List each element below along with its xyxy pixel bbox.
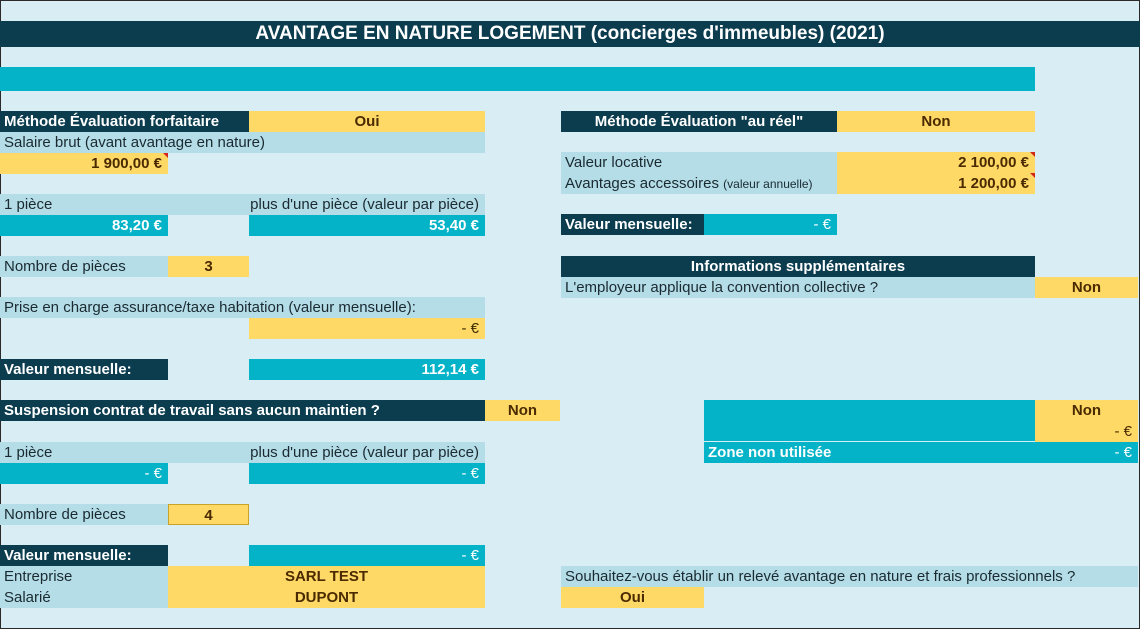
convention-label: L'employeur applique la convention colle… <box>561 277 1035 298</box>
une-piece-value: 83,20 € <box>0 215 168 236</box>
valeur-mensuelle-reel-value: - € <box>704 214 837 235</box>
plus-piece-value: 53,40 € <box>249 215 485 236</box>
salaire-label: Salaire brut (avant avantage en nature) <box>0 132 485 153</box>
valeur-locative-label: Valeur locative <box>561 152 837 173</box>
reel-method-select[interactable]: Non <box>837 111 1035 132</box>
une-piece-label: 1 pièce <box>0 194 249 215</box>
nb-pieces2-input[interactable]: 4 <box>168 504 249 525</box>
plus-piece-label: plus d'une pièce (valeur par pièce) <box>249 194 485 215</box>
valeur-mensuelle2-value: - € <box>249 545 485 566</box>
entreprise-label: Entreprise <box>0 566 168 587</box>
assurance-input[interactable]: - € <box>249 318 485 339</box>
entreprise-input[interactable]: SARL TEST <box>168 566 485 587</box>
valeur-mensuelle-reel-label: Valeur mensuelle: <box>561 214 704 235</box>
assurance-label: Prise en charge assurance/taxe habitatio… <box>0 297 485 318</box>
releve-select[interactable]: Oui <box>561 587 704 608</box>
plus-piece2-label: plus d'une pièce (valeur par pièce) <box>249 442 485 463</box>
nb-pieces-input[interactable]: 3 <box>168 256 249 277</box>
page-title: AVANTAGE EN NATURE LOGEMENT (concierges … <box>0 21 1140 47</box>
salaire-input[interactable]: 1 900,00 € <box>0 153 168 174</box>
valeur-locative-input[interactable]: 2 100,00 € <box>837 152 1035 173</box>
zone-mid-value: - € <box>1035 421 1138 442</box>
suspension-select[interactable]: Non <box>485 400 560 421</box>
salarie-input[interactable]: DUPONT <box>168 587 485 608</box>
valeur-mensuelle-label: Valeur mensuelle: <box>0 359 168 380</box>
forfait-method-select[interactable]: Oui <box>249 111 485 132</box>
zone-block <box>704 400 1035 441</box>
releve-label: Souhaitez-vous établir un relevé avantag… <box>561 566 1138 587</box>
avantages-sub: (valeur annuelle) <box>723 177 813 191</box>
nb-pieces2-label: Nombre de pièces <box>0 504 168 525</box>
zone-top-select[interactable]: Non <box>1035 400 1138 421</box>
avantages-input[interactable]: 1 200,00 € <box>837 173 1035 194</box>
avantages-label: Avantages accessoires (valeur annuelle) <box>561 173 837 194</box>
nb-pieces-label: Nombre de pièces <box>0 256 168 277</box>
plus-piece2-value: - € <box>249 463 485 484</box>
zone-label: Zone non utilisée <box>704 442 1035 463</box>
une-piece2-label: 1 pièce <box>0 442 249 463</box>
avantages-label-text: Avantages accessoires <box>565 175 719 192</box>
reel-method-label: Méthode Évaluation "au réel" <box>561 111 837 132</box>
une-piece2-value: - € <box>0 463 168 484</box>
valeur-mensuelle-value: 112,14 € <box>249 359 485 380</box>
banner-bar <box>0 67 1035 91</box>
suspension-label: Suspension contrat de travail sans aucun… <box>0 400 485 421</box>
convention-select[interactable]: Non <box>1035 277 1138 298</box>
salarie-label: Salarié <box>0 587 168 608</box>
forfait-method-label: Méthode Évaluation forfaitaire <box>0 111 249 132</box>
valeur-mensuelle2-label: Valeur mensuelle: <box>0 545 168 566</box>
info-header: Informations supplémentaires <box>561 256 1035 277</box>
zone-value: - € <box>1035 442 1138 463</box>
